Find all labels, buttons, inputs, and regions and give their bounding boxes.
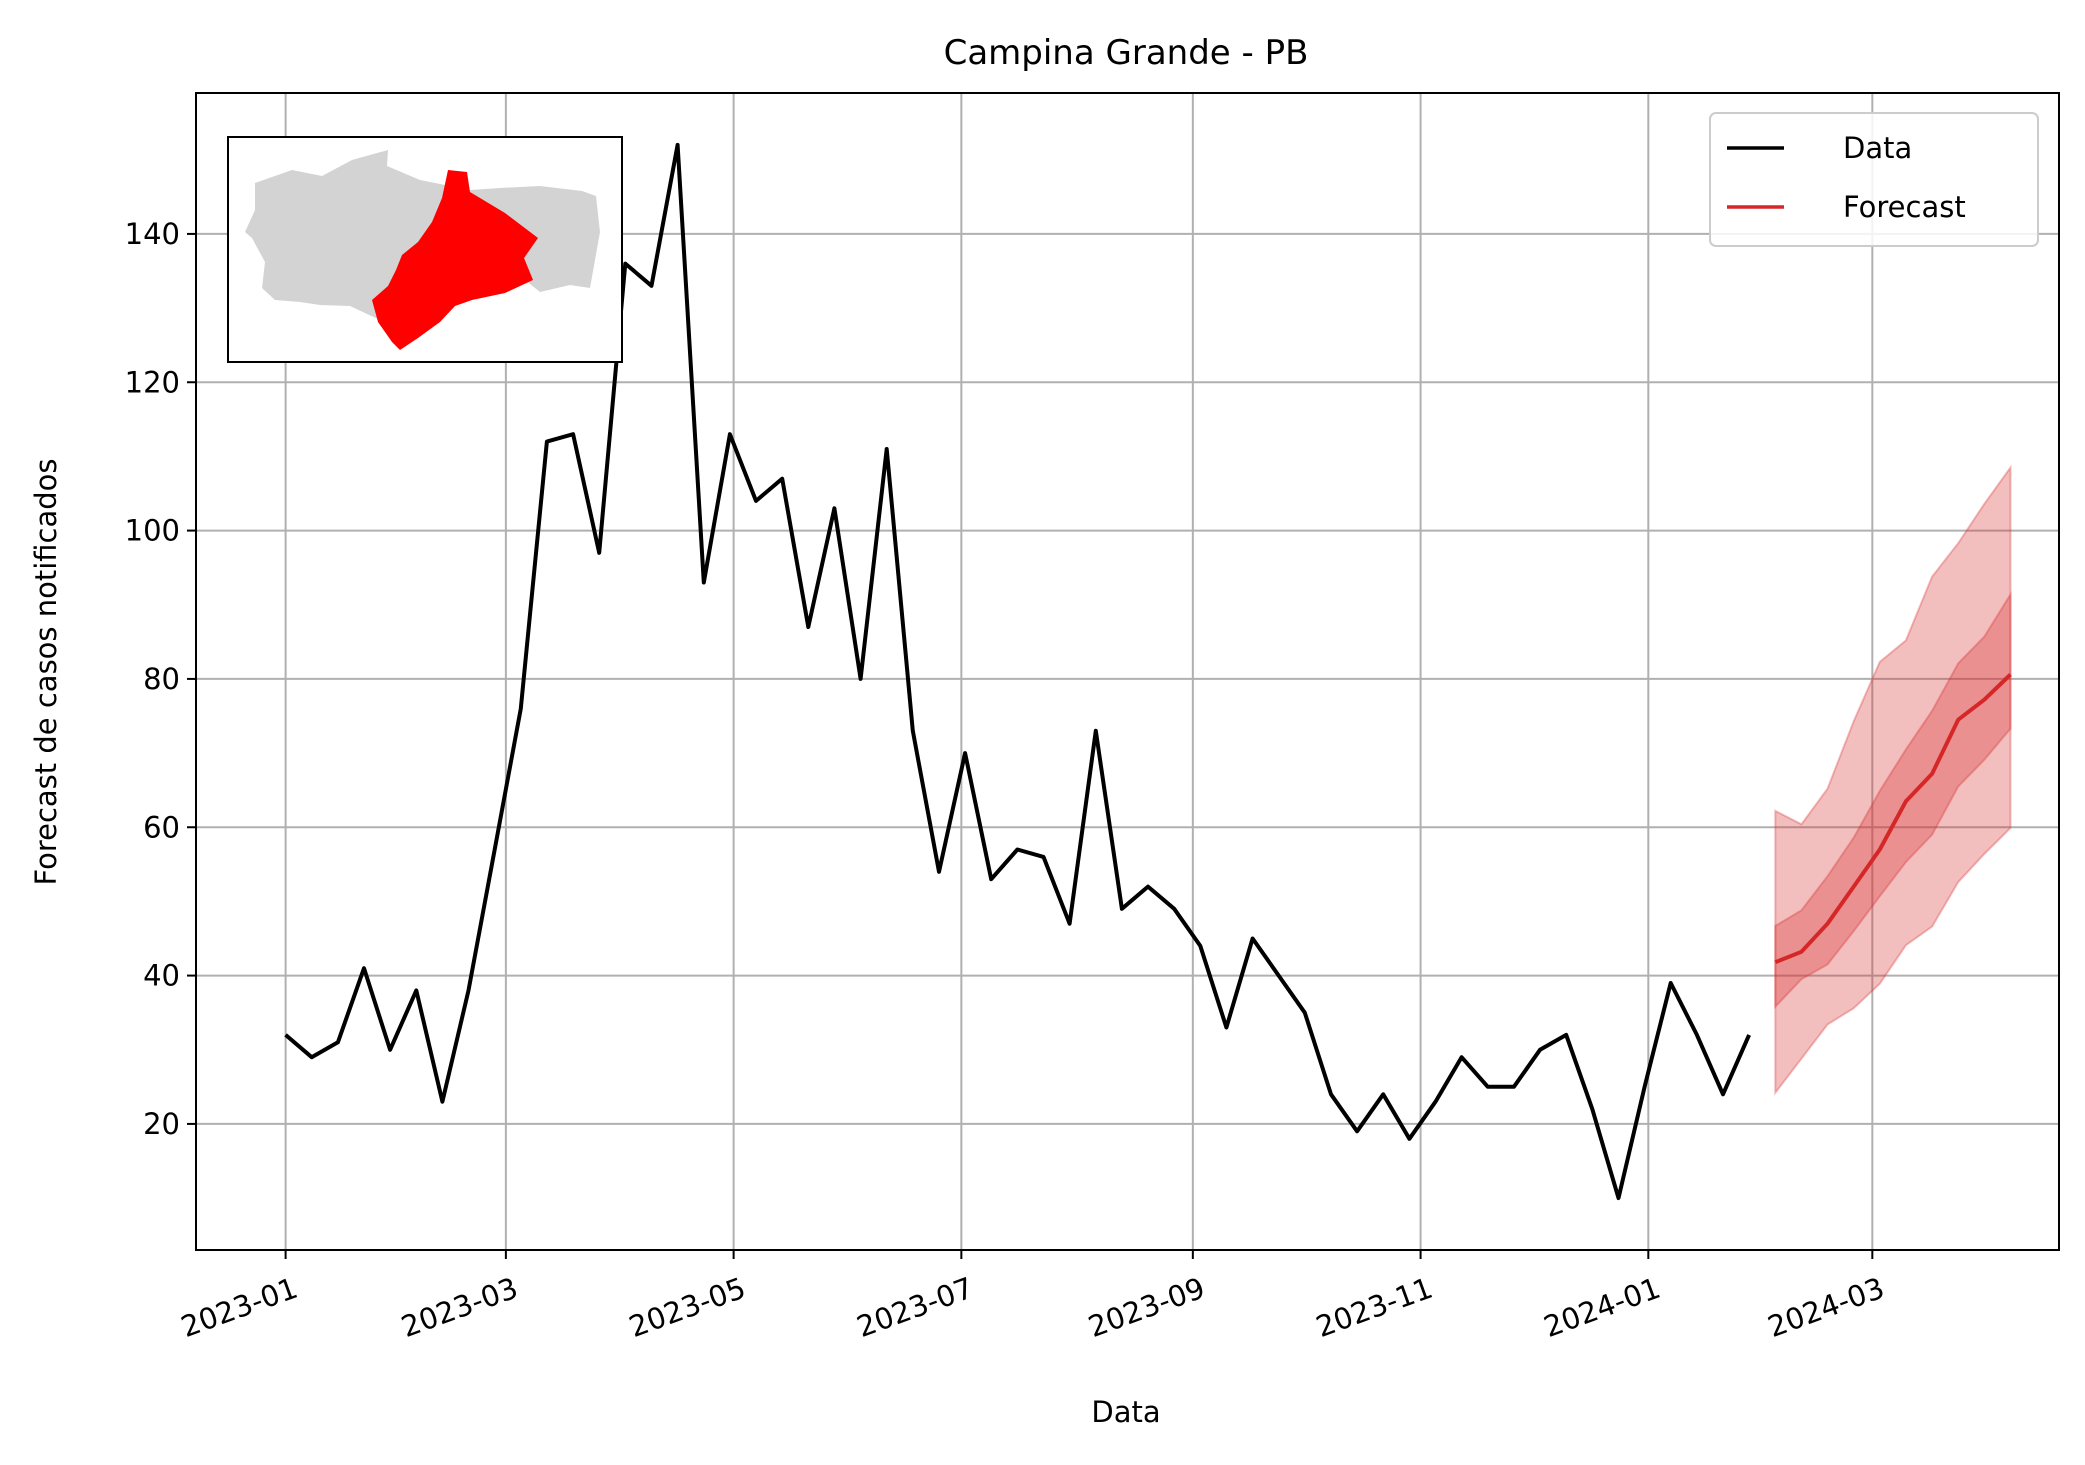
- legend-label-forecast: Forecast: [1843, 190, 1966, 224]
- legend-label-data: Data: [1843, 131, 1912, 165]
- chart-title: Campina Grande - PB: [944, 33, 1309, 73]
- series-line-data: [284, 142, 1751, 1201]
- forecast-outer-band: [1774, 464, 2012, 1096]
- y-tick-label: 80: [143, 662, 180, 696]
- y-tick-label: 60: [143, 810, 180, 844]
- forecast-inner-band: [1774, 590, 2012, 1010]
- y-tick-label: 140: [125, 217, 180, 251]
- y-tick-label: 20: [143, 1107, 180, 1141]
- plot-frame: [195, 92, 2060, 1251]
- map-region-red: [372, 170, 538, 350]
- y-axis-label: Forecast de casos notificados: [29, 458, 63, 885]
- inset-map: [227, 136, 623, 363]
- forecast-band-layer: [1774, 464, 2012, 1096]
- map-region-gray: [245, 150, 600, 320]
- series-line-forecast: [1774, 673, 2012, 965]
- legend-frame: [1709, 112, 2039, 247]
- y-tick-label: 100: [125, 514, 180, 548]
- y-tick-label: 40: [143, 959, 180, 993]
- y-tick-label: 120: [125, 365, 180, 399]
- legend: Data Forecast: [1709, 112, 2039, 247]
- series-line-layer: [284, 142, 2012, 1201]
- x-axis-label: Data: [1091, 1395, 1160, 1429]
